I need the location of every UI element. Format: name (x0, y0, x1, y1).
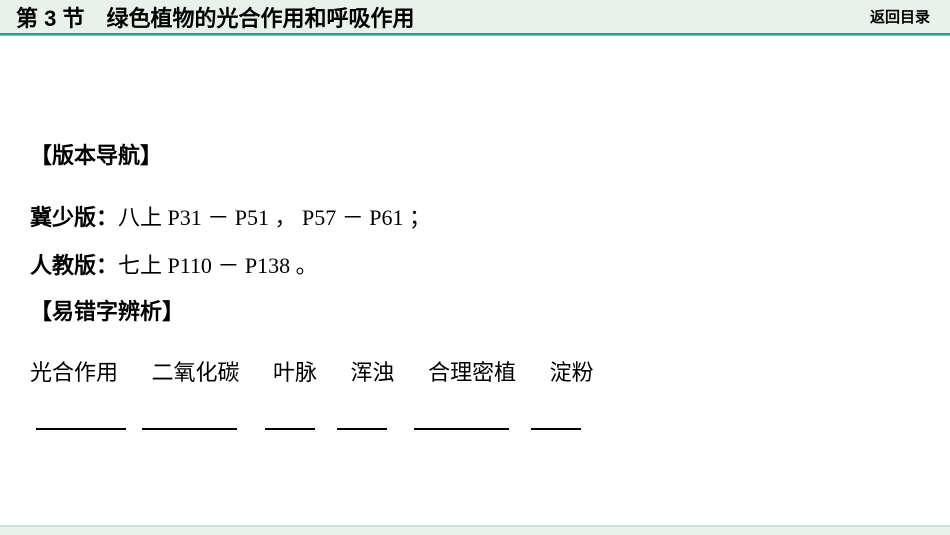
error-analysis-heading: 【易错字辨析】 (30, 292, 920, 332)
word-item: 光合作用 (30, 351, 118, 395)
section-title: 第 3 节 绿色植物的光合作用和呼吸作用 (16, 1, 414, 33)
return-link[interactable]: 返回目录 (870, 6, 930, 27)
blank (36, 406, 126, 430)
blank (337, 406, 387, 430)
word-item: 叶脉 (273, 351, 317, 395)
renjiao-version-line: 人教版：七上 P110 － P138 。 (30, 244, 920, 288)
footer-bar (0, 525, 950, 535)
jishao-version-line: 冀少版：八上 P31 － P51 ， P57 － P61 ； (30, 196, 920, 240)
blanks-line (30, 403, 920, 430)
content-area: 【版本导航】 冀少版：八上 P31 － P51 ， P57 － P61 ； 人教… (0, 36, 950, 430)
renjiao-label: 人教版： (30, 253, 118, 278)
header-bar: 第 3 节 绿色植物的光合作用和呼吸作用 返回目录 (0, 0, 950, 36)
blank (142, 406, 237, 430)
renjiao-pages: 七上 P110 － P138 。 (118, 253, 318, 278)
blank (531, 406, 581, 430)
word-item: 合理密植 (428, 351, 516, 395)
word-item: 浑浊 (351, 351, 395, 395)
words-line: 光合作用 二氧化碳 叶脉 浑浊 合理密植 淀粉 (30, 351, 920, 395)
jishao-label: 冀少版： (30, 205, 118, 230)
word-item: 淀粉 (550, 351, 594, 395)
blank (265, 406, 315, 430)
jishao-pages: 八上 P31 － P51 ， P57 － P61 ； (118, 205, 431, 230)
version-nav-heading: 【版本导航】 (30, 136, 920, 176)
blank (414, 406, 509, 430)
word-item: 二氧化碳 (152, 351, 240, 395)
